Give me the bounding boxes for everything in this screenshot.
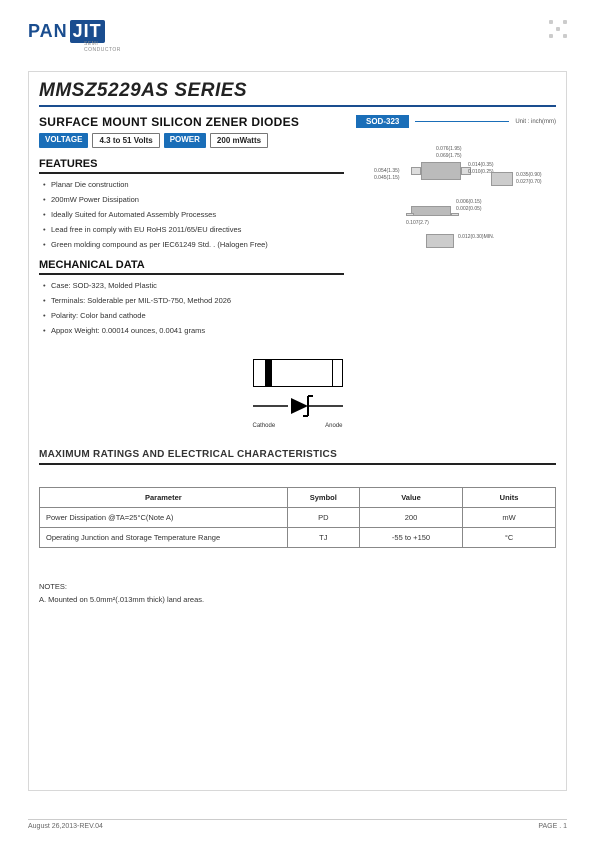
notes-heading: NOTES: [39,582,556,591]
page-title: MMSZ5229AS SERIES [39,80,556,102]
dim-label: 0.076(1.95) [436,146,462,152]
symbol-labels: Cathode Anode [253,423,343,429]
decoration-dots [549,20,567,38]
table-cell: Power Dissipation @TA=25°C(Note A) [40,508,288,528]
header-row: PAN JIT SEMI CONDUCTOR [28,20,567,53]
dim-label: 0.006(0.15) [456,199,482,205]
table-header: Units [463,488,556,508]
symbol-area: Cathode Anode [39,359,556,429]
table-header: Parameter [40,488,288,508]
features-heading: FEATURES [39,158,344,174]
table-cell: TJ [287,528,359,548]
footer-page: PAGE . 1 [538,823,567,830]
dim-label: 0.014(0.35) [468,162,494,168]
dim-label: 0.035(0.90) [516,172,542,178]
package-row: SOD-323 Unit : inch(mm) [356,115,556,128]
dim-label: 0.012(0.30)MIN. [458,234,494,240]
notes-section: NOTES: A. Mounted on 5.0mm²(.013mm thick… [39,582,556,604]
dim-label: 0.054(1.35) [374,168,400,174]
dim-label: 0.027(0.70) [516,179,542,185]
dim-label: 0.107(2.7) [406,220,429,226]
dim-label: 0.069(1.75) [436,153,462,159]
feature-item: 200mW Power Dissipation [43,195,344,204]
table-cell: PD [287,508,359,528]
package-unit: Unit : inch(mm) [515,119,556,125]
package-diagram: 0.076(1.95) 0.069(1.75) 0.014(0.35) 0.01… [356,134,556,264]
table-header: Symbol [287,488,359,508]
feature-item: Planar Die construction [43,180,344,189]
notes-text: A. Mounted on 5.0mm²(.013mm thick) land … [39,595,556,604]
dim-label: 0.045(1.15) [374,175,400,181]
subtitle: SURFACE MOUNT SILICON ZENER DIODES [39,115,344,129]
logo: PAN JIT [28,20,121,43]
logo-text-left: PAN [28,21,68,42]
table-cell: 200 [359,508,462,528]
dim-label: 0.010(0.25) [468,169,494,175]
table-header: Value [359,488,462,508]
table-cell: °C [463,528,556,548]
logo-text-right: JIT [70,20,105,43]
power-value-tag: 200 mWatts [210,133,268,148]
feature-item: Ideally Suited for Automated Assembly Pr… [43,210,344,219]
max-ratings-heading: MAXIMUM RATINGS AND ELECTRICAL CHARACTER… [39,449,556,465]
footer-date: August 26,2013-REV.04 [28,823,103,830]
voltage-value-tag: 4.3 to 51 Volts [92,133,159,148]
feature-item: Lead free in comply with EU RoHS 2011/65… [43,225,344,234]
anode-label: Anode [325,423,342,429]
logo-block: PAN JIT SEMI CONDUCTOR [28,20,121,53]
table-cell: Operating Junction and Storage Temperatu… [40,528,288,548]
table-cell: mW [463,508,556,528]
left-column: SURFACE MOUNT SILICON ZENER DIODES VOLTA… [39,115,344,345]
table-cell: -55 to +150 [359,528,462,548]
dim-label: 0.002(0.05) [456,206,482,212]
cathode-label: Cathode [253,423,276,429]
mechanical-item: Case: SOD-323, Molded Plastic [43,281,344,290]
package-drawing [253,359,343,387]
package-tag: SOD-323 [356,115,409,128]
mechanical-heading: MECHANICAL DATA [39,259,344,275]
spec-row: VOLTAGE 4.3 to 51 Volts POWER 200 mWatts [39,133,344,148]
power-label-tag: POWER [164,133,206,148]
features-list: Planar Die construction 200mW Power Diss… [39,180,344,249]
mechanical-list: Case: SOD-323, Molded Plastic Terminals:… [39,281,344,335]
mechanical-item: Polarity: Color band cathode [43,311,344,320]
diode-symbol [253,393,343,421]
table-row: Power Dissipation @TA=25°C(Note A) PD 20… [40,508,556,528]
content-box: MMSZ5229AS SERIES SURFACE MOUNT SILICON … [28,71,567,791]
voltage-label-tag: VOLTAGE [39,133,88,148]
table-row: Operating Junction and Storage Temperatu… [40,528,556,548]
mechanical-item: Appox Weight: 0.00014 ounces, 0.0041 gra… [43,326,344,335]
mechanical-item: Terminals: Solderable per MIL-STD-750, M… [43,296,344,305]
package-line [415,121,509,122]
title-row: MMSZ5229AS SERIES [39,80,556,107]
page-footer: August 26,2013-REV.04 PAGE . 1 [28,819,567,830]
feature-item: Green molding compound as per IEC61249 S… [43,240,344,249]
ratings-table: Parameter Symbol Value Units Power Dissi… [39,487,556,548]
right-column: SOD-323 Unit : inch(mm) 0.076(1.95) 0.06… [356,115,556,345]
